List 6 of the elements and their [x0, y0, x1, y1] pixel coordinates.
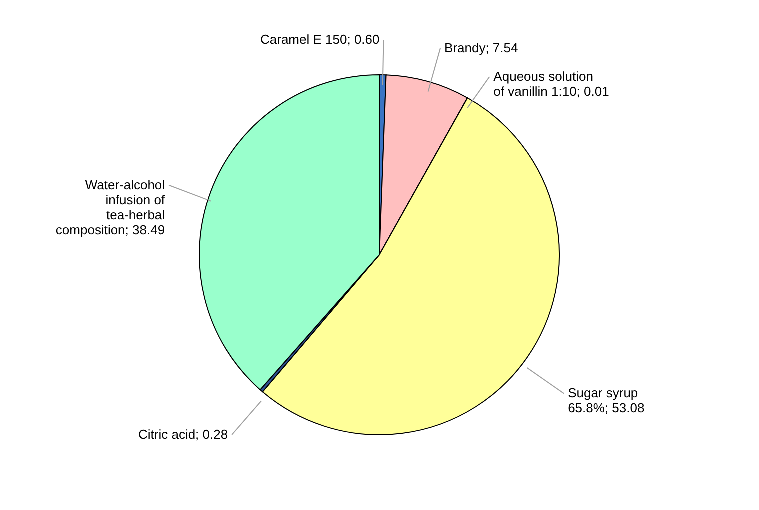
slice-label: Brandy; 7.54 [444, 40, 518, 56]
slice-label: Water-alcohol infusion of tea-herbal composition; 38.49 [56, 177, 166, 238]
slice-label: Caramel E 150; 0.60 [260, 32, 380, 48]
slice-label: Citric acid; 0.28 [138, 426, 228, 442]
slice-label: Aqueous solution of vanillin 1:10; 0.01 [494, 68, 610, 99]
slice-label: Sugar syrup 65.8%; 53.08 [568, 386, 645, 416]
